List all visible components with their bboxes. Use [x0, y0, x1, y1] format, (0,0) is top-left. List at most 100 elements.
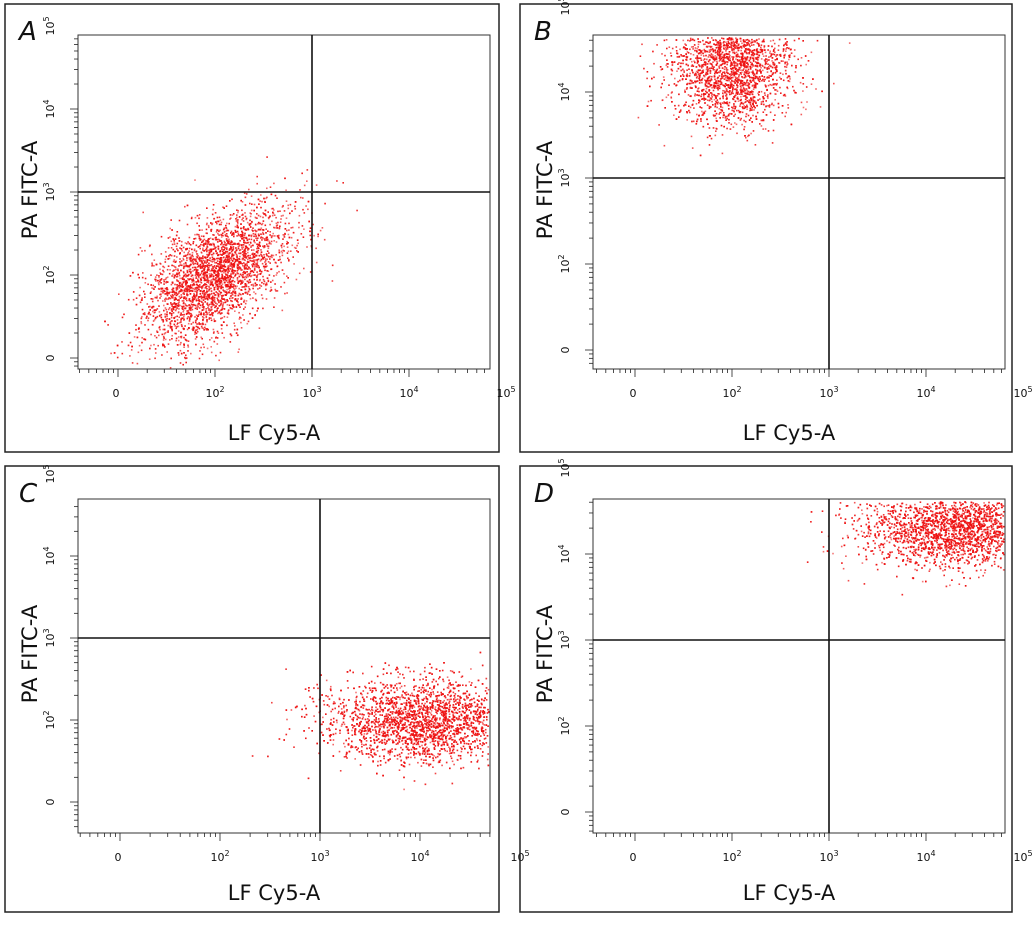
scatter-point	[221, 278, 223, 280]
scatter-point	[260, 207, 262, 209]
scatter-point	[236, 332, 238, 334]
scatter-point	[165, 261, 167, 263]
scatter-point	[212, 281, 214, 283]
scatter-point	[715, 50, 717, 52]
scatter-point	[205, 296, 207, 298]
scatter-point	[251, 249, 253, 251]
scatter-point	[266, 237, 268, 239]
scatter-point	[797, 59, 799, 61]
scatter-point	[259, 287, 261, 289]
scatter-point	[174, 303, 176, 305]
scatter-point	[774, 99, 776, 101]
scatter-point	[731, 124, 733, 126]
scatter-point	[202, 260, 204, 262]
scatter-point	[242, 265, 244, 267]
scatter-point	[174, 243, 176, 245]
scatter-point	[194, 289, 196, 291]
scatter-point	[128, 345, 130, 347]
scatter-point	[238, 233, 240, 235]
scatter-point	[243, 277, 245, 279]
scatter-point	[189, 318, 191, 320]
scatter-point	[256, 183, 258, 185]
scatter-point	[214, 262, 216, 264]
scatter-point	[736, 110, 738, 112]
scatter-point	[159, 311, 161, 313]
scatter-point	[256, 255, 258, 257]
scatter-point	[244, 235, 246, 237]
scatter-point	[218, 360, 220, 362]
scatter-point	[218, 332, 220, 334]
scatter-point	[203, 299, 205, 301]
scatter-point	[231, 286, 233, 288]
scatter-point	[196, 307, 198, 309]
scatter-point	[209, 309, 211, 311]
scatter-point	[284, 233, 286, 235]
scatter-point	[152, 311, 154, 313]
scatter-point	[215, 237, 217, 239]
scatter-point	[169, 269, 171, 271]
scatter-point	[270, 256, 272, 258]
scatter-point	[698, 95, 700, 97]
scatter-point	[248, 229, 250, 231]
scatter-point	[789, 78, 791, 80]
scatter-point	[258, 203, 260, 205]
scatter-point	[261, 256, 263, 258]
scatter-point	[242, 213, 244, 215]
scatter-point	[177, 276, 179, 278]
scatter-point	[197, 331, 199, 333]
scatter-point	[245, 253, 247, 255]
scatter-point	[188, 340, 190, 342]
scatter-point	[203, 314, 205, 316]
scatter-point	[227, 253, 229, 255]
scatter-point	[248, 290, 250, 292]
scatter-point	[251, 260, 253, 262]
scatter-point	[201, 252, 203, 254]
scatter-point	[324, 203, 326, 205]
scatter-point	[211, 279, 213, 281]
scatter-point	[229, 200, 231, 202]
scatter-point	[241, 210, 243, 212]
scatter-point	[251, 203, 253, 205]
scatter-point	[788, 107, 790, 109]
scatter-point	[243, 319, 245, 321]
scatter-point	[132, 362, 134, 364]
scatter-point	[163, 337, 165, 339]
scatter-point	[171, 229, 173, 231]
scatter-point	[231, 297, 233, 299]
scatter-point	[191, 255, 193, 257]
scatter-point	[213, 332, 215, 334]
scatter-point	[197, 326, 199, 328]
scatter-point	[296, 279, 298, 281]
scatter-point	[250, 246, 252, 248]
scatter-point	[245, 256, 247, 258]
scatter-point	[736, 90, 738, 92]
scatter-point	[218, 254, 220, 256]
scatter-point	[148, 329, 150, 331]
scatter-point	[686, 69, 688, 71]
scatter-point	[268, 261, 270, 263]
scatter-point	[752, 85, 754, 87]
scatter-point	[190, 293, 192, 295]
scatter-point	[186, 300, 188, 302]
scatter-point	[785, 50, 787, 52]
scatter-point	[249, 288, 251, 290]
scatter-point	[768, 80, 770, 82]
scatter-point	[244, 249, 246, 251]
scatter-point	[166, 289, 168, 291]
scatter-point	[239, 281, 241, 283]
scatter-point	[278, 271, 280, 273]
scatter-point	[731, 44, 733, 46]
scatter-point	[169, 236, 171, 238]
scatter-point	[733, 105, 735, 107]
scatter-point	[229, 305, 231, 307]
scatter-point	[188, 274, 190, 276]
scatter-point	[725, 50, 727, 52]
scatter-point	[193, 299, 195, 301]
scatter-point	[217, 343, 219, 345]
scatter-point	[212, 261, 214, 263]
scatter-point	[267, 277, 269, 279]
scatter-point	[278, 238, 280, 240]
scatter-point	[247, 281, 249, 283]
scatter-point	[217, 233, 219, 235]
